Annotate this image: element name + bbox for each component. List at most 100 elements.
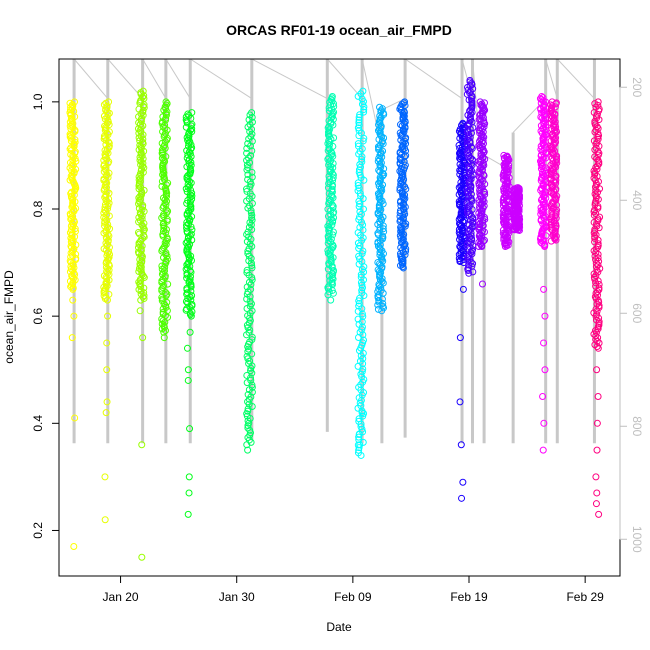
data-point — [358, 158, 366, 166]
altitude-link — [556, 58, 595, 99]
outlier-point — [459, 285, 467, 293]
data-point — [551, 103, 559, 111]
data-point — [243, 379, 251, 387]
data-point — [163, 252, 171, 260]
data-point — [399, 192, 407, 200]
data-point — [593, 300, 601, 308]
outlier-point — [539, 446, 547, 454]
data-point — [594, 98, 602, 106]
data-point — [140, 104, 148, 112]
data-point — [139, 222, 147, 230]
data-point — [243, 238, 251, 246]
altitude-link — [404, 58, 463, 99]
data-point — [458, 151, 466, 159]
data-point — [379, 225, 387, 233]
outlier-point — [138, 553, 146, 561]
data-point — [594, 195, 602, 203]
outlier-point — [479, 221, 487, 229]
data-point — [159, 159, 167, 167]
altitude-link — [142, 58, 167, 99]
outlier-point — [186, 425, 194, 433]
data-point — [477, 101, 485, 109]
flight-RF04 — [158, 98, 172, 342]
data-point — [187, 312, 195, 320]
data-point — [135, 197, 143, 205]
x-axis-label: Date — [326, 620, 352, 634]
data-point — [327, 114, 335, 122]
data-point — [248, 226, 256, 234]
data-point — [402, 152, 410, 160]
data-point — [592, 192, 600, 200]
data-point — [327, 255, 335, 263]
data-point — [163, 100, 171, 108]
data-point — [595, 284, 603, 292]
data-point — [66, 99, 74, 107]
outlier-point — [478, 200, 486, 208]
data-point — [136, 153, 144, 161]
data-point — [539, 94, 547, 102]
data-point — [160, 328, 168, 336]
altitude-link — [165, 58, 191, 99]
outlier-point — [594, 393, 602, 401]
y-tick-label: 0.6 — [31, 307, 45, 324]
data-point — [476, 115, 484, 123]
data-point — [328, 185, 336, 193]
outlier-point — [185, 489, 193, 497]
data-point — [246, 121, 254, 129]
data-point — [328, 97, 336, 105]
data-point — [158, 154, 166, 162]
flight-RF05 — [182, 109, 196, 518]
data-point — [243, 295, 251, 303]
data-point — [464, 264, 472, 272]
data-point — [160, 172, 168, 180]
data-point — [468, 250, 476, 258]
flight-RF08 — [354, 87, 368, 459]
outlier-point — [541, 312, 549, 320]
data-point — [327, 238, 335, 246]
data-point — [328, 93, 336, 101]
outlier-point — [69, 296, 77, 304]
data-point — [590, 218, 598, 226]
data-point — [248, 125, 256, 133]
outlier-point — [71, 414, 79, 422]
outlier-point — [101, 516, 109, 524]
data-point — [248, 109, 256, 117]
data-point — [591, 153, 599, 161]
outlier-point — [68, 334, 76, 342]
data-point — [355, 433, 363, 441]
outlier-point — [184, 510, 192, 518]
data-point — [134, 228, 142, 236]
data-point — [246, 219, 254, 227]
outlier-point — [595, 510, 603, 518]
data-point — [468, 262, 476, 270]
data-point — [552, 99, 560, 107]
outlier-point — [541, 366, 549, 374]
data-point — [359, 87, 367, 95]
data-point — [594, 240, 602, 248]
data-point — [67, 137, 75, 145]
outlier-point — [356, 441, 364, 449]
data-point — [592, 272, 600, 280]
data-point — [379, 302, 387, 310]
data-point — [248, 199, 256, 207]
outlier-point — [358, 409, 366, 417]
data-point — [162, 237, 170, 245]
data-point — [400, 99, 408, 107]
data-point — [354, 449, 362, 457]
data-point — [591, 238, 599, 246]
data-point — [161, 199, 169, 207]
data-point — [360, 108, 368, 116]
data-point — [105, 142, 113, 150]
data-point — [101, 218, 109, 226]
data-point — [67, 238, 75, 246]
outlier-point — [102, 409, 110, 417]
data-point — [375, 285, 383, 293]
outlier-point — [101, 473, 109, 481]
flight-RF02 — [100, 98, 114, 524]
data-point — [163, 255, 171, 263]
data-point — [243, 269, 251, 277]
data-point — [456, 213, 464, 221]
data-point — [188, 300, 196, 308]
data-point — [188, 109, 196, 117]
